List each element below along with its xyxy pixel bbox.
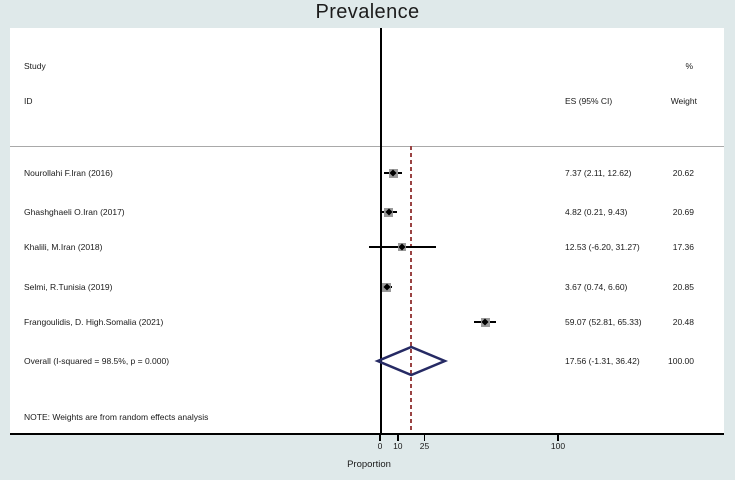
column-header-weight: Weight: [670, 96, 697, 106]
weight-value: 20.85: [672, 282, 694, 292]
es-ci-value: 3.67 (0.74, 6.60): [565, 282, 628, 292]
x-axis-tick: [397, 435, 399, 441]
x-axis-tick: [557, 435, 559, 441]
weight-value: 20.48: [672, 317, 694, 327]
es-ci-value: 12.53 (-6.20, 31.27): [565, 242, 640, 252]
x-axis-tick-label: 0: [377, 441, 383, 451]
study-label: Selmi, R.Tunisia (2019): [24, 282, 113, 292]
es-ci-value: 4.82 (0.21, 9.43): [565, 207, 628, 217]
weight-square-marker: [382, 282, 392, 292]
chart-title: Prevalence: [315, 1, 420, 23]
overall-diamond: [374, 345, 449, 377]
x-axis-tick: [423, 435, 426, 441]
column-header-study: Study: [24, 61, 46, 71]
zero-line: [380, 28, 382, 433]
weight-square-marker: [388, 168, 398, 178]
weight-square-marker: [480, 317, 490, 327]
column-header-id: ID: [24, 96, 33, 106]
x-axis-tick-label: 25: [419, 441, 430, 451]
x-axis-tick-label: 100: [550, 441, 566, 451]
overall-es-ci-value: 17.56 (-1.31, 36.42): [565, 356, 640, 366]
study-label: Ghashghaeli O.Iran (2017): [24, 207, 125, 217]
study-label: Nourollahi F.Iran (2016): [24, 168, 113, 178]
study-label: Frangoulidis, D. High.Somalia (2021): [24, 317, 164, 327]
overall-weight-value: 100.00: [668, 356, 694, 366]
header-separator: [10, 146, 724, 147]
x-axis-tick-label: 10: [393, 441, 403, 451]
weight-value: 20.62: [672, 168, 694, 178]
plot-area: Study ID % ES (95% CI) Weight Nourollahi…: [10, 28, 724, 433]
es-ci-value: 7.37 (2.11, 12.62): [565, 168, 632, 178]
overall-diamond-layer: [374, 345, 449, 377]
weight-square-marker: [398, 243, 407, 251]
weight-square-marker: [384, 207, 394, 217]
weight-value: 17.36: [672, 242, 694, 252]
column-header-percent: %: [685, 61, 693, 71]
x-axis-line: [10, 433, 724, 435]
x-axis-tick: [379, 435, 381, 441]
weight-value: 20.69: [672, 207, 694, 217]
column-header-es-ci: ES (95% CI): [565, 96, 613, 106]
overall-label: Overall (I-squared = 98.5%, p = 0.000): [24, 356, 170, 366]
random-effects-note: NOTE: Weights are from random effects an…: [24, 412, 209, 422]
null-effect-line: [410, 146, 412, 433]
study-label: Khalili, M.Iran (2018): [24, 242, 103, 252]
x-axis-title: Proportion: [347, 459, 391, 470]
es-ci-value: 59.07 (52.81, 65.33): [565, 317, 642, 327]
